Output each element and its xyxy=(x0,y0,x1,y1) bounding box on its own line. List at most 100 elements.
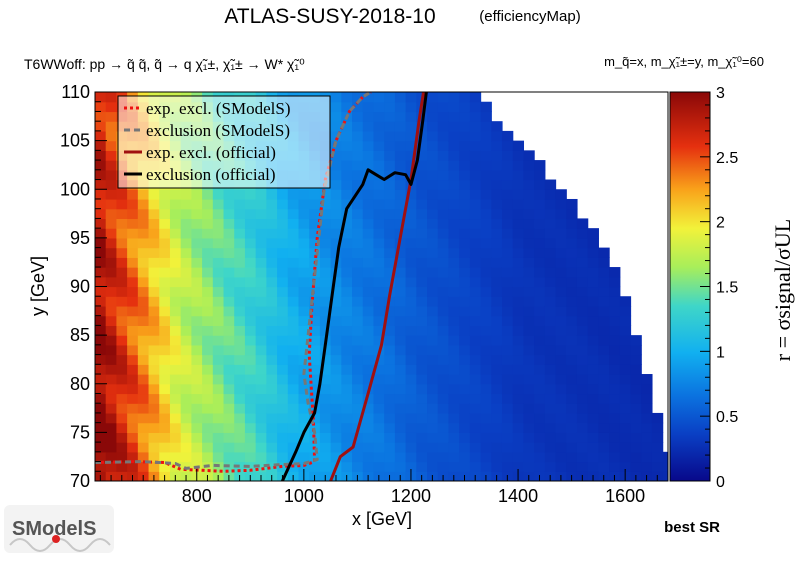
heatmap-cell xyxy=(137,432,150,443)
heatmap-cell xyxy=(448,296,460,307)
heatmap-cell xyxy=(277,344,289,356)
heatmap-cell xyxy=(630,364,642,375)
heatmap-cell xyxy=(448,189,460,200)
heatmap-cell xyxy=(180,276,192,288)
heatmap-cell xyxy=(405,101,417,113)
heatmap-cell xyxy=(523,325,535,336)
heatmap-cell xyxy=(469,442,482,453)
heatmap-cell xyxy=(148,198,160,210)
heatmap-cell xyxy=(255,325,267,336)
heatmap-cell xyxy=(244,354,257,365)
heatmap-cell xyxy=(587,383,599,395)
heatmap-cell xyxy=(330,335,342,346)
heatmap-cell xyxy=(448,208,460,220)
heatmap-cell xyxy=(95,364,107,375)
heatmap-cell xyxy=(555,451,567,463)
heatmap-cell xyxy=(469,335,482,346)
heatmap-cell xyxy=(223,296,235,307)
heatmap-cell xyxy=(319,412,332,424)
heatmap-cell xyxy=(416,315,428,326)
heatmap-cell xyxy=(609,383,621,395)
heatmap-cell xyxy=(330,393,342,404)
heatmap-cell xyxy=(512,228,525,239)
heatmap-cell xyxy=(480,160,492,171)
heatmap-cell xyxy=(609,354,621,365)
heatmap-cell xyxy=(480,374,492,385)
heatmap-cell xyxy=(341,121,353,132)
heatmap-cell xyxy=(459,237,471,249)
heatmap-cell xyxy=(437,198,450,210)
heatmap-cell xyxy=(534,374,546,385)
heatmap-cell xyxy=(255,267,267,278)
heatmap-cell xyxy=(319,325,332,336)
heatmap-cell xyxy=(384,383,396,395)
heatmap-cell xyxy=(373,335,385,346)
heatmap-cell xyxy=(255,442,267,453)
heatmap-cell xyxy=(576,403,589,414)
heatmap-cell xyxy=(105,276,118,288)
heatmap-cell xyxy=(319,461,332,472)
heatmap-cell xyxy=(95,374,107,385)
heatmap-cell xyxy=(341,432,353,443)
colorbar-ticks: 00.511.522.53 xyxy=(700,85,738,491)
heatmap-cell xyxy=(448,393,460,404)
heatmap-cell xyxy=(330,208,342,220)
heatmap-cell xyxy=(394,393,407,404)
heatmap-cell xyxy=(394,179,407,190)
heatmap-cell xyxy=(266,364,278,375)
heatmap-cell xyxy=(448,160,460,171)
heatmap-cell xyxy=(512,198,525,210)
heatmap-cell xyxy=(651,442,664,453)
heatmap-cell xyxy=(319,247,332,258)
heatmap-cell xyxy=(116,461,128,472)
z-tick-label: 0.5 xyxy=(716,409,738,426)
heatmap-cell xyxy=(234,208,246,220)
heatmap-cell xyxy=(277,442,289,453)
heatmap-cell xyxy=(544,354,557,365)
heatmap-cell xyxy=(416,140,428,151)
heatmap-cell xyxy=(437,140,450,151)
heatmap-cell xyxy=(448,286,460,297)
heatmap-cell xyxy=(180,383,192,395)
heatmap-cell xyxy=(148,451,160,463)
heatmap-cell xyxy=(330,432,342,443)
heatmap-cell xyxy=(480,315,492,326)
heatmap-cell xyxy=(405,393,417,404)
heatmap-cell xyxy=(244,267,257,278)
heatmap-cell xyxy=(105,403,118,414)
heatmap-cell xyxy=(255,305,267,317)
heatmap-cell xyxy=(266,432,278,443)
heatmap-cell xyxy=(416,296,428,307)
heatmap-cell xyxy=(480,354,492,365)
heatmap-cell xyxy=(576,286,589,297)
heatmap-cell xyxy=(277,451,289,463)
heatmap-cell xyxy=(459,267,471,278)
heatmap-cell xyxy=(609,315,621,326)
heatmap-cell xyxy=(576,257,589,268)
heatmap-cell xyxy=(437,111,450,122)
heatmap-cell xyxy=(319,189,332,200)
heatmap-cell xyxy=(491,412,503,424)
heatmap-cell xyxy=(309,344,321,356)
heatmap-cell xyxy=(309,383,321,395)
heatmap-cell xyxy=(191,218,203,229)
heatmap-cell xyxy=(544,228,557,239)
heatmap-cell xyxy=(298,208,310,220)
heatmap-cell xyxy=(244,335,257,346)
heatmap-cell xyxy=(480,412,492,424)
heatmap-cell xyxy=(491,130,503,142)
heatmap-cell xyxy=(576,267,589,278)
heatmap-cell xyxy=(512,364,525,375)
heatmap-cell xyxy=(223,198,235,210)
heatmap-cell xyxy=(137,335,150,346)
heatmap-cell xyxy=(137,403,150,414)
heatmap-cell xyxy=(394,101,407,113)
heatmap-cell xyxy=(566,364,578,375)
heatmap-cell xyxy=(266,257,278,268)
heatmap-cell xyxy=(223,286,235,297)
heatmap-cell xyxy=(576,451,589,463)
heatmap-cell xyxy=(544,335,557,346)
heatmap-cell xyxy=(159,442,171,453)
heatmap-cell xyxy=(501,403,514,414)
x-tick-label: 1600 xyxy=(605,486,645,506)
